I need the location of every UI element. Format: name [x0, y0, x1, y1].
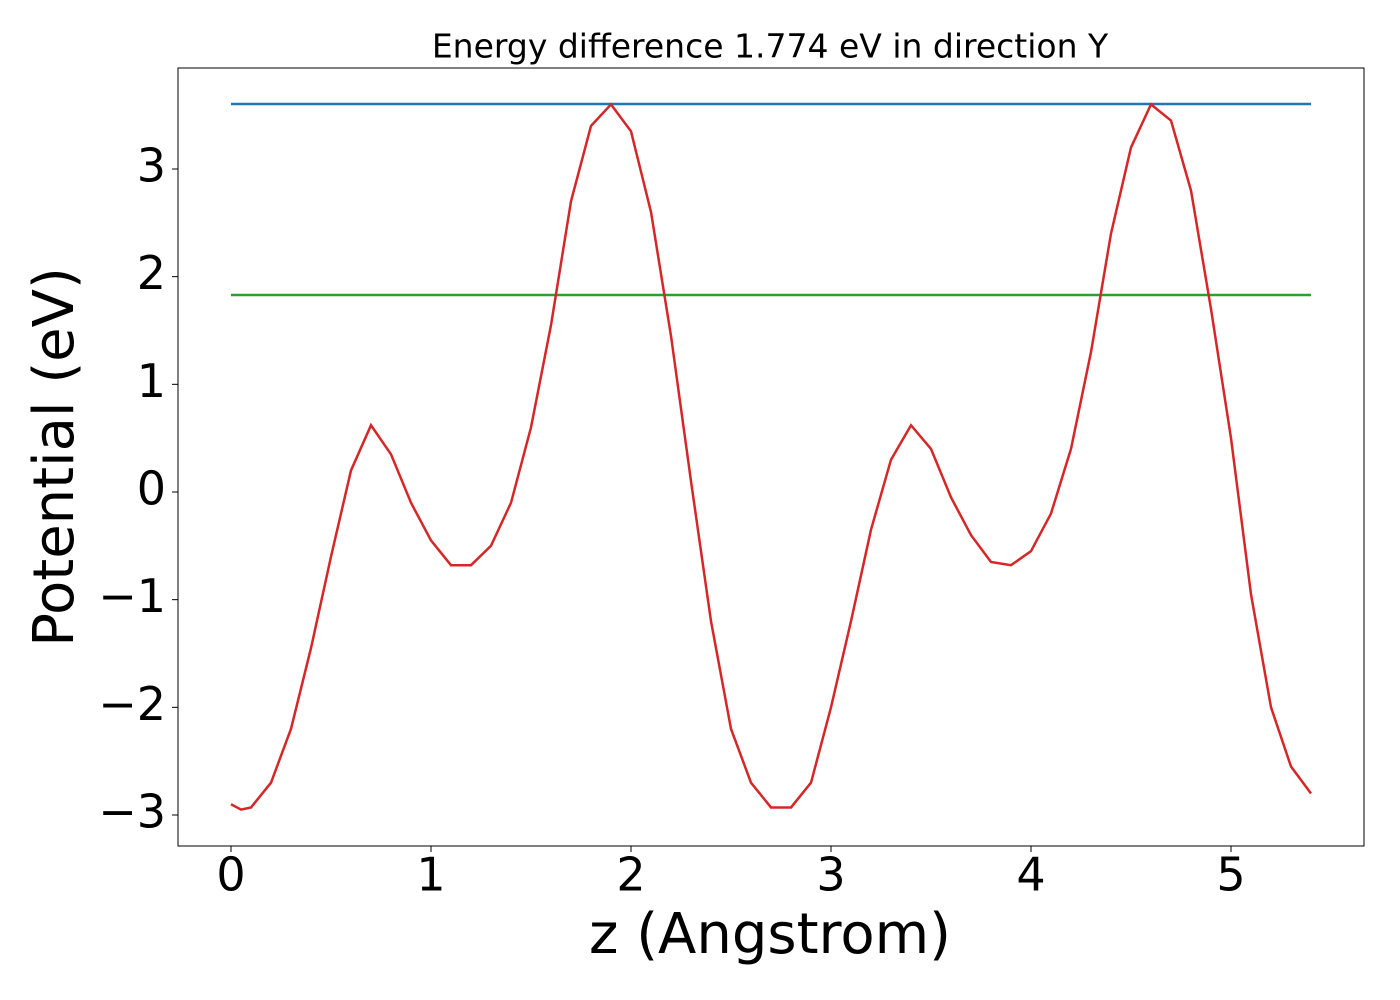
x-tick-label: 5	[1216, 848, 1245, 902]
y-axis-label: Potential (eV)	[22, 267, 87, 647]
y-tick-label: −3	[98, 784, 166, 838]
plot-frame	[177, 67, 1365, 847]
x-tick-label: 2	[616, 848, 645, 902]
y-tick-label: 1	[137, 354, 166, 408]
y-tick-label: 0	[137, 461, 166, 515]
chart-title: Energy difference 1.774 eV in direction …	[432, 27, 1109, 66]
x-tick-label: 0	[216, 848, 245, 902]
x-tick-label: 4	[1016, 848, 1045, 902]
y-tick-label: 3	[137, 138, 166, 192]
line-series	[230, 102, 1313, 811]
x-axis-label: z (Angstrom)	[589, 902, 951, 967]
y-tick-label: −2	[98, 677, 166, 731]
x-tick-label: 1	[416, 848, 445, 902]
y-tick-label: 2	[137, 246, 166, 300]
y-tick-label: −1	[98, 569, 166, 623]
x-tick-label: 3	[816, 848, 845, 902]
